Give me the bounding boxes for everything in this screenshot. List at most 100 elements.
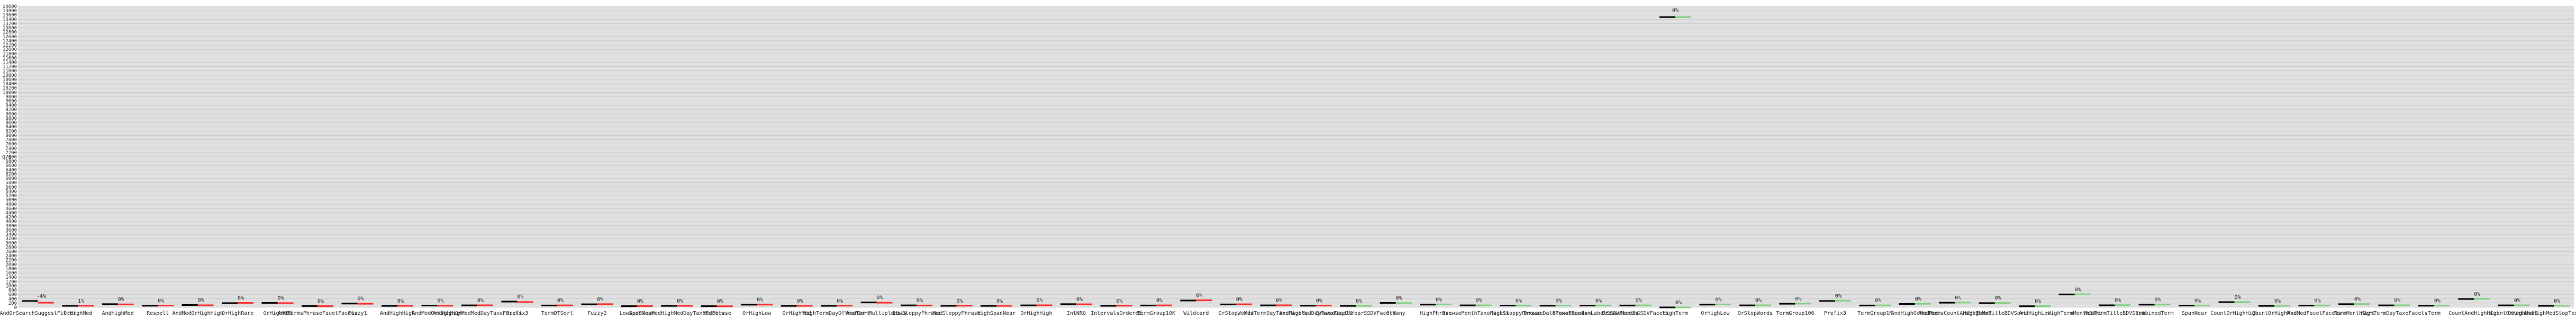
category-label: OrHighMed bbox=[783, 311, 811, 316]
percent-label: 0% bbox=[238, 295, 244, 301]
category-label: Respell bbox=[147, 311, 169, 316]
y-tick-label: 6600 bbox=[5, 163, 17, 169]
category-label: AndOrSearchSuggestFilter bbox=[0, 311, 76, 316]
y-tick-label: 1000 bbox=[5, 284, 17, 289]
chart-marks: -4% AndOrSearchSuggestFilter 1% OrHighMed 0%… bbox=[0, 7, 2576, 316]
percent-label: 0% bbox=[477, 298, 484, 304]
y-tick-label: 13400 bbox=[3, 17, 17, 22]
category-label: HighTermDayTaxoFacets bbox=[2361, 311, 2427, 316]
y-tick-label: 13600 bbox=[3, 13, 17, 18]
category-label: AndTermsPhraseFacetFacets bbox=[278, 311, 358, 316]
percent-label: 0% bbox=[1595, 298, 1602, 304]
percent-label: 0% bbox=[1556, 298, 1562, 304]
y-tick-label: 3400 bbox=[5, 232, 17, 237]
y-tick-label: 7400 bbox=[5, 146, 17, 152]
category-label: OrHighLow bbox=[742, 311, 772, 316]
y-tick-label: 8600 bbox=[5, 120, 17, 126]
y-tick-label: 800 bbox=[8, 288, 17, 294]
y-tick-label: 10200 bbox=[3, 86, 17, 91]
y-tick-label: 3200 bbox=[5, 236, 17, 242]
y-tick-label: 4400 bbox=[5, 210, 17, 216]
percent-label: 0% bbox=[757, 297, 763, 303]
percent-label: 0% bbox=[1875, 298, 1881, 304]
y-tick-label: 7200 bbox=[5, 151, 17, 156]
percent-label: 0% bbox=[2474, 292, 2480, 297]
category-label: AndMedOrHighHigh bbox=[172, 311, 223, 316]
percent-label: 0% bbox=[1436, 297, 1442, 303]
category-label: OrMany bbox=[1386, 311, 1405, 316]
category-label: IntervalsOrdered bbox=[1091, 311, 1141, 316]
y-tick-label: 9400 bbox=[5, 103, 17, 109]
category-label: AndMedOrHighHigh bbox=[412, 311, 462, 316]
y-tick-label: 10600 bbox=[3, 77, 17, 83]
highlight-percent-label: 0% bbox=[1672, 7, 1679, 13]
category-label: OrStopWords bbox=[1738, 311, 1773, 316]
percent-label: 0% bbox=[2194, 298, 2201, 304]
y-tick-label: 1400 bbox=[5, 275, 17, 280]
category-label: TermMonthSort bbox=[2334, 311, 2375, 316]
y-tick-label: 4000 bbox=[5, 219, 17, 225]
percent-label: 0% bbox=[1715, 297, 1721, 303]
percent-label: 0% bbox=[1116, 298, 1122, 304]
y-tick-label: 2600 bbox=[5, 250, 17, 255]
y-tick-label: 11600 bbox=[3, 56, 17, 61]
y-tick-label: 6800 bbox=[5, 159, 17, 164]
category-label: OrHighLow bbox=[1701, 311, 1730, 316]
category-label: OrStopWords bbox=[1219, 311, 1254, 316]
y-tick-label: 5200 bbox=[5, 193, 17, 199]
y-tick-label: 8400 bbox=[5, 125, 17, 130]
percent-label: 0% bbox=[1356, 298, 1362, 304]
percent-label: 0% bbox=[198, 298, 204, 304]
percent-label: 0% bbox=[1476, 298, 1482, 304]
category-label: AndHighHigh bbox=[380, 311, 415, 316]
percent-label: 0% bbox=[1995, 296, 2001, 302]
percent-label: 0% bbox=[837, 298, 843, 304]
category-label: HighTerm bbox=[1663, 311, 1688, 316]
y-tick-label: 12000 bbox=[3, 47, 17, 52]
category-label: BrowseDateTaxoFacets bbox=[1523, 311, 1587, 316]
y-tick-label: 2800 bbox=[5, 245, 17, 250]
category-label: Fuzzy1 bbox=[348, 311, 367, 316]
percent-label: 0% bbox=[717, 299, 723, 305]
category-label: HighPhrase bbox=[1420, 311, 1452, 316]
category-label: AndHighOrMedMedDayTaxoFacets bbox=[433, 311, 522, 316]
y-tick-label: 5800 bbox=[5, 181, 17, 186]
category-label: CountOrHighMed2 bbox=[2490, 311, 2538, 316]
category-label: HighTermTitleBDVSort bbox=[1963, 311, 2026, 316]
y-tick-label: 6400 bbox=[5, 167, 17, 173]
y-tick-label: 5400 bbox=[5, 189, 17, 195]
y-tick-label: 7000 bbox=[5, 155, 17, 160]
y-tick-label: 4600 bbox=[5, 206, 17, 211]
category-label: AndTermsCountAndHighMed bbox=[1918, 311, 1991, 316]
percent-label: 0% bbox=[637, 298, 643, 304]
y-tick-label: 1800 bbox=[5, 267, 17, 272]
percent-label: 0% bbox=[956, 298, 963, 304]
y-tick-label: 400 bbox=[8, 297, 17, 302]
percent-label: 0% bbox=[917, 298, 923, 304]
percent-label: 0% bbox=[1276, 298, 1282, 304]
y-tick-label: 3800 bbox=[5, 224, 17, 229]
y-tick-label: 12800 bbox=[3, 30, 17, 36]
y-tick-label: 9600 bbox=[5, 99, 17, 104]
y-tick-label: 2400 bbox=[5, 254, 17, 259]
y-tick-label: 8200 bbox=[5, 129, 17, 134]
category-label: AndHighMed bbox=[102, 311, 134, 316]
percent-label: 0% bbox=[1036, 298, 1042, 304]
percent-label: 0% bbox=[2234, 295, 2241, 301]
percent-label: 1% bbox=[78, 298, 84, 304]
percent-label: 0% bbox=[2314, 298, 2320, 304]
y-tick-label: 0 bbox=[14, 305, 17, 311]
y-tick-label: 11000 bbox=[3, 69, 17, 74]
y-tick-label: 8000 bbox=[5, 133, 17, 138]
percent-label: 0% bbox=[517, 294, 523, 300]
category-label: BrowseMonthSSDVFacets bbox=[1602, 311, 1668, 316]
percent-label: 0% bbox=[2274, 298, 2281, 304]
y-tick-label: 600 bbox=[8, 293, 17, 298]
category-label: MedTermTitleBDVSort bbox=[2084, 311, 2145, 316]
grid-lines bbox=[18, 6, 2574, 308]
category-label: CountAndHighMedStopTermPhrase bbox=[2508, 311, 2576, 316]
category-label: TermGroup10K bbox=[1137, 311, 1175, 316]
category-label: AndTermMultipleHits bbox=[846, 311, 906, 316]
category-label: LowSpanNear bbox=[620, 311, 655, 316]
y-tick-label: 6200 bbox=[5, 172, 17, 177]
